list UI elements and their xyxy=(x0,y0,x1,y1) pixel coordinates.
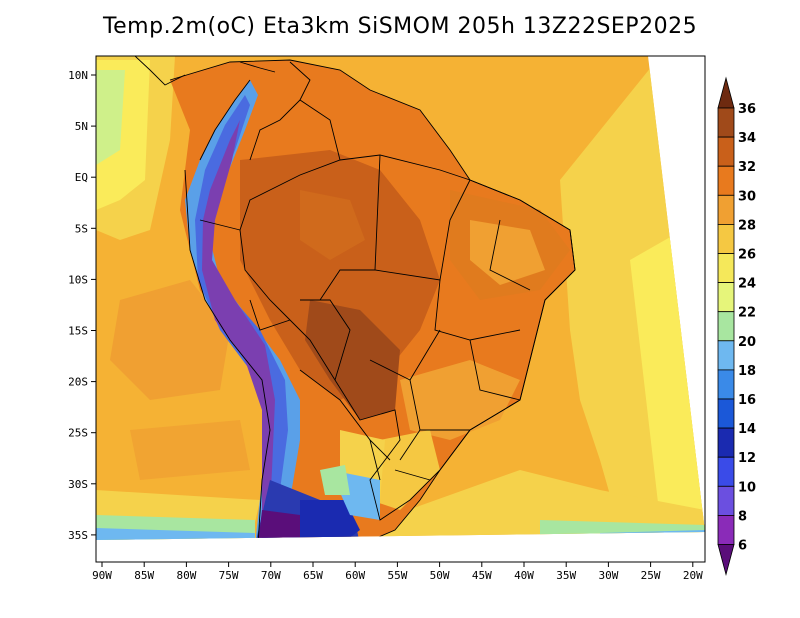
country-borders xyxy=(134,56,576,540)
colorbar-label: 22 xyxy=(738,306,756,321)
lat-tick-label: 20S xyxy=(68,376,88,389)
colorbar-box xyxy=(717,340,735,371)
lat-tick-label: 15S xyxy=(68,325,88,338)
colorbar-label: 12 xyxy=(738,451,756,466)
lon-tick-label: 65W xyxy=(303,569,323,582)
colorbar-label: 16 xyxy=(738,393,756,408)
colorbar-box xyxy=(717,253,735,284)
lon-tick-label: 20W xyxy=(683,569,703,582)
colorbar-label: 32 xyxy=(738,160,756,175)
colorbar-label: 26 xyxy=(738,248,756,263)
lat-tick-label: 10S xyxy=(68,273,88,286)
colorbar-box xyxy=(717,369,735,400)
colorbar-label: 30 xyxy=(738,189,756,204)
colorbar-label: 6 xyxy=(738,539,747,554)
lon-tick-label: 55W xyxy=(387,569,407,582)
lat-tick-label: EQ xyxy=(75,171,88,184)
lon-tick-label: 80W xyxy=(176,569,196,582)
colorbar-box xyxy=(717,485,735,516)
lat-tick-label: 5N xyxy=(75,120,88,133)
colorbar: 6 8 10 12 14 16 18 20 22 24 26 28 30 32 34 36 xyxy=(717,76,756,577)
lat-tick-label: 25S xyxy=(68,427,88,440)
colorbar-label: 28 xyxy=(738,218,756,233)
lat-tick-label: 35S xyxy=(68,529,88,542)
colorbar-box xyxy=(717,398,735,429)
colorbar-box xyxy=(717,456,735,487)
colorbar-box xyxy=(717,515,735,545)
colorbar-box xyxy=(717,311,735,342)
latitude-axis: 10N 5N EQ 5S 10S 15S 20S 25S 30S 35S xyxy=(68,69,96,542)
longitude-axis: 90W 85W 80W 75W 70W 65W 60W 55W 50W 45W 40W 35W 30W 2… xyxy=(92,562,703,582)
colorbar-label: 14 xyxy=(738,422,756,437)
south-america-land xyxy=(170,60,575,540)
lon-tick-label: 30W xyxy=(598,569,618,582)
lon-tick-label: 75W xyxy=(219,569,239,582)
colorbar-label: 8 xyxy=(738,509,747,524)
colorbar-top-arrow xyxy=(717,76,735,109)
lat-tick-label: 10N xyxy=(68,69,88,82)
lon-tick-label: 85W xyxy=(134,569,154,582)
lon-tick-label: 25W xyxy=(641,569,661,582)
colorbar-box xyxy=(717,136,735,167)
colorbar-box xyxy=(717,282,735,313)
lon-tick-label: 70W xyxy=(261,569,281,582)
colorbar-box xyxy=(717,107,735,138)
lon-tick-label: 90W xyxy=(92,569,112,582)
colorbar-box xyxy=(717,165,735,196)
colorbar-box xyxy=(717,223,735,254)
colorbar-label: 20 xyxy=(738,335,756,350)
map-frame xyxy=(95,55,706,563)
lon-tick-label: 50W xyxy=(430,569,450,582)
colorbar-label: 18 xyxy=(738,364,756,379)
lon-tick-label: 40W xyxy=(514,569,534,582)
colorbar-box xyxy=(717,427,735,458)
colorbar-bottom-arrow xyxy=(717,544,735,577)
lat-tick-label: 5S xyxy=(75,222,88,235)
colorbar-label: 24 xyxy=(738,277,756,292)
map-title: Temp.2m(oC) Eta3km SiSMOM 205h 13Z22SEP2… xyxy=(102,14,698,39)
lon-tick-label: 45W xyxy=(472,569,492,582)
colorbar-box xyxy=(717,194,735,225)
lon-tick-label: 35W xyxy=(556,569,576,582)
colorbar-label: 34 xyxy=(738,131,756,146)
colorbar-label: 36 xyxy=(738,102,756,117)
colorbar-label: 10 xyxy=(738,480,756,495)
lon-tick-label: 60W xyxy=(345,569,365,582)
lat-tick-label: 30S xyxy=(68,478,88,491)
